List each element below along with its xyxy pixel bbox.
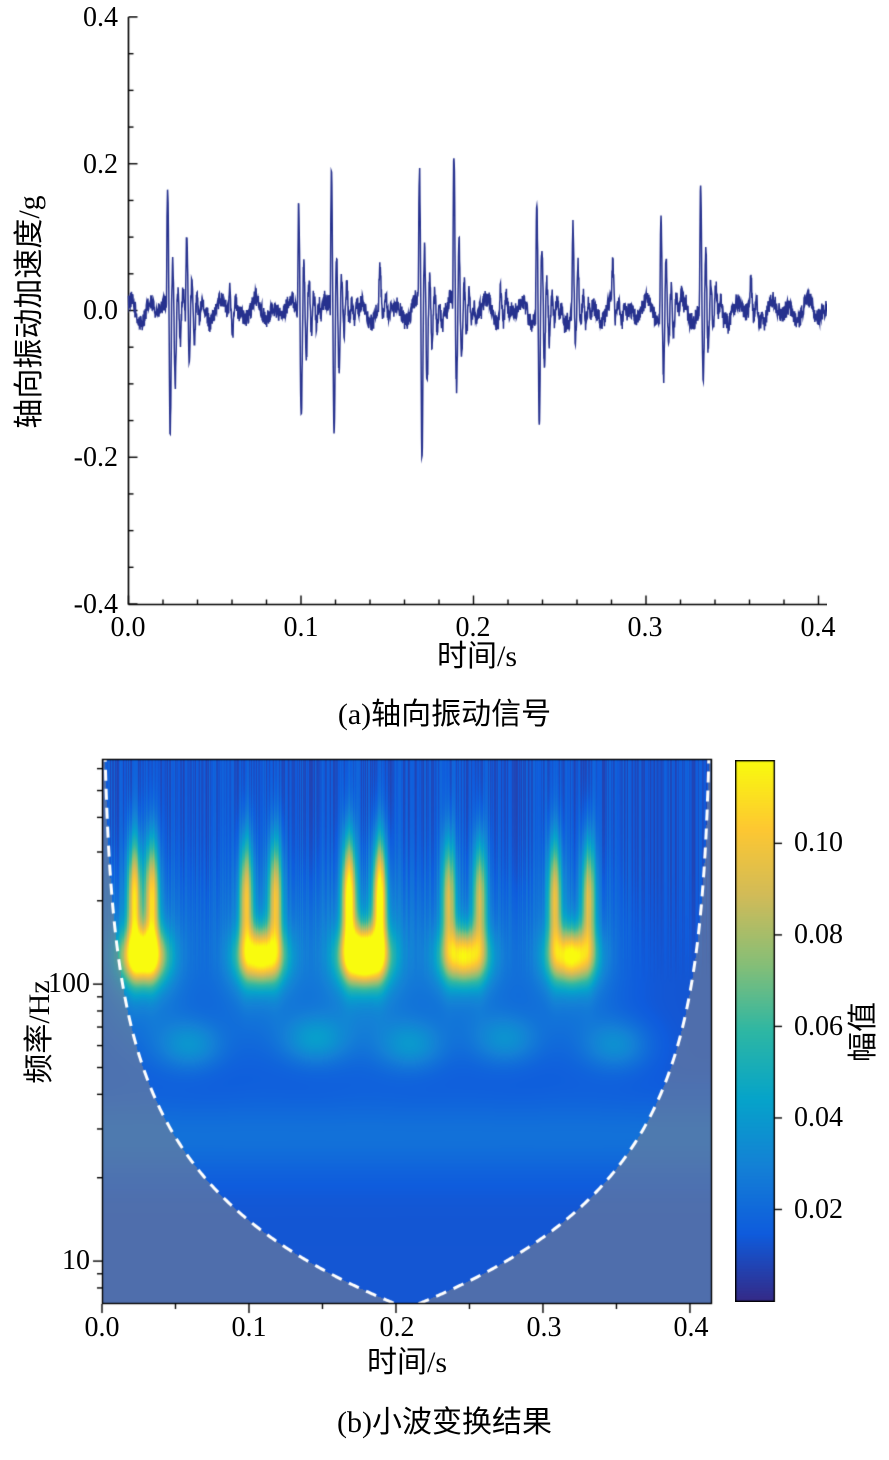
y-tick-label: 0.4 xyxy=(83,2,118,33)
chart-b: 100 10 0.0 0.1 0.2 0.3 0.4 0.10 0.08 0.0… xyxy=(0,740,889,1460)
x-tick-label: 0.0 xyxy=(84,1312,120,1343)
x-tick-label: 0.2 xyxy=(455,612,491,643)
colorbar-tick-label: 0.04 xyxy=(794,1102,843,1133)
colorbar-tick-label: 0.08 xyxy=(794,919,843,950)
x-tick-label: 0.4 xyxy=(800,612,836,643)
caption-b: (b)小波变换结果 xyxy=(337,1406,552,1439)
y-tick-label: -0.2 xyxy=(73,442,118,473)
x-axis-label: 时间/s xyxy=(366,1346,447,1379)
colorbar-tick-label: 0.02 xyxy=(794,1194,843,1225)
x-tick-label: 0.1 xyxy=(231,1312,267,1343)
colorbar-tick-label: 0.06 xyxy=(794,1011,843,1042)
x-tick-label: 0.1 xyxy=(283,612,319,643)
y-tick-label: 10 xyxy=(62,1245,90,1276)
waveform-canvas xyxy=(127,16,827,608)
colorbar-label: 幅值 xyxy=(847,1002,880,1062)
scalogram-canvas xyxy=(86,758,726,1324)
colorbar-tick-label: 0.10 xyxy=(794,827,843,858)
y-axis-label: 轴向振动加速度/g xyxy=(13,195,46,429)
y-tick-label: 100 xyxy=(48,968,90,999)
colorbar-canvas xyxy=(735,760,785,1302)
x-tick-label: 0.2 xyxy=(379,1312,415,1343)
chart-a: 0.4 0.2 0.0 -0.2 -0.4 0.0 0.1 0.2 0.3 0.… xyxy=(13,2,836,732)
y-tick-label: -0.4 xyxy=(73,589,118,620)
x-axis-label: 时间/s xyxy=(436,640,517,673)
y-tick-label: 0.2 xyxy=(83,149,118,180)
caption-a: (a)轴向振动信号 xyxy=(337,698,552,731)
x-tick-label: 0.3 xyxy=(627,612,663,643)
x-tick-label: 0.4 xyxy=(673,1312,709,1343)
y-axis-label: 频率/Hz xyxy=(23,980,56,1084)
y-tick-label: 0.0 xyxy=(83,295,118,326)
x-tick-label: 0.3 xyxy=(526,1312,562,1343)
x-tick-label: 0.0 xyxy=(110,612,146,643)
